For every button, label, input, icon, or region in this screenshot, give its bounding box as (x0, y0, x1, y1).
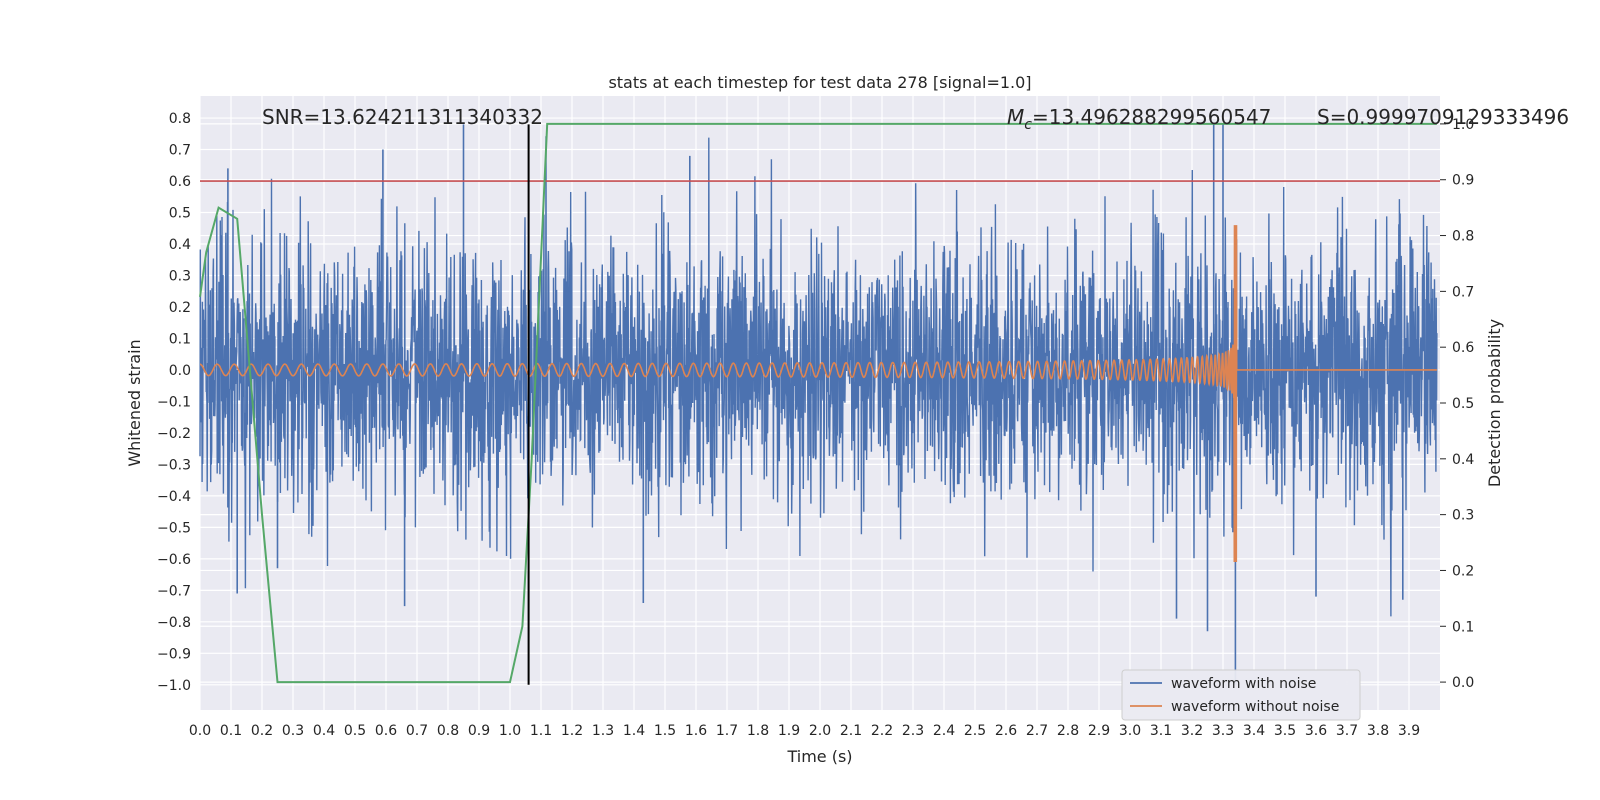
legend-box (1121, 669, 1361, 721)
legend-label-clean: waveform without noise (1171, 699, 1339, 715)
mc-value: =13.496288299560547 (1032, 105, 1271, 129)
y-tick-label: −0.6 (157, 552, 191, 568)
x-tick-label: 2.0 (809, 723, 831, 739)
x-tick-label: 3.8 (1367, 723, 1389, 739)
x-tick-label: 0.5 (344, 723, 366, 739)
series-waveform-without-noise (200, 225, 1437, 563)
y-tick-label: −0.4 (157, 489, 191, 505)
y-tick-label: −0.1 (157, 394, 191, 410)
mc-symbol: M (1007, 105, 1024, 129)
x-tick-label: 1.9 (778, 723, 800, 739)
series-detection-probability (199, 122, 1437, 684)
y2-tick-label: 0.5 (1452, 396, 1474, 412)
x-tick-label: 0.6 (375, 723, 397, 739)
x-tick-label: 2.5 (964, 723, 986, 739)
y2-tick-label: 0.1 (1452, 619, 1474, 635)
y-tick-label: 0.4 (169, 237, 191, 253)
x-tick-label: 1.6 (685, 723, 707, 739)
x-tick-label: 3.2 (1181, 723, 1203, 739)
legend-label-noise: waveform with noise (1171, 676, 1316, 692)
series-layer (199, 122, 1440, 685)
x-tick-label: 3.1 (1150, 723, 1172, 739)
s-annotation: S=0.9999709129333496 (1317, 105, 1569, 129)
y2-tick-label: 1.0 (1452, 117, 1474, 133)
y2-tick-label: 0.2 (1452, 563, 1474, 579)
x-tick-label: 3.0 (1119, 723, 1141, 739)
x-tick-label: 0.2 (251, 723, 273, 739)
y-tick-label: 0.6 (169, 174, 191, 190)
x-tick-label: 3.4 (1243, 723, 1265, 739)
x-tick-label: 0.1 (220, 723, 242, 739)
y-tick-label: 0.2 (169, 300, 191, 316)
x-tick-label: 1.8 (747, 723, 769, 739)
chart-title: stats at each timestep for test data 278… (608, 73, 1031, 92)
y-tick-label: 0.1 (169, 331, 191, 347)
y2-tick-label: 0.6 (1452, 340, 1474, 356)
x-tick-label: 3.5 (1274, 723, 1296, 739)
y2-axis-label: Detection probability (1485, 319, 1504, 487)
x-tick-label: 2.3 (902, 723, 924, 739)
x-tick-label: 2.9 (1088, 723, 1110, 739)
x-tick-label: 1.3 (592, 723, 614, 739)
series-waveform-with-noise (199, 136, 1438, 617)
y-tick-label: −0.5 (157, 520, 191, 536)
x-tick-label: 1.5 (654, 723, 676, 739)
y-tick-label: −0.8 (157, 615, 191, 631)
x-axis-label: Time (s) (786, 747, 852, 766)
y-tick-label: 0.8 (169, 111, 191, 127)
x-tick-label: 2.2 (871, 723, 893, 739)
y-tick-label: 0.5 (169, 206, 191, 222)
y2-tick-label: 0.0 (1452, 675, 1474, 691)
y2-tick-label: 0.8 (1452, 229, 1474, 245)
snr-annotation: SNR=13.624211311340332 (262, 105, 543, 129)
x-tick-label: 0.8 (437, 723, 459, 739)
y2-tick-label: 0.4 (1452, 452, 1474, 468)
y2-tick-label: 0.3 (1452, 508, 1474, 524)
x-tick-label: 1.2 (561, 723, 583, 739)
x-tick-label: 2.7 (1026, 723, 1048, 739)
x-tick-label: 3.7 (1336, 723, 1358, 739)
x-tick-label: 0.3 (282, 723, 304, 739)
x-tick-label: 1.4 (623, 723, 645, 739)
y2-tick-label: 0.7 (1452, 284, 1474, 300)
y-tick-label: 0.7 (169, 143, 191, 159)
x-tick-label: 3.9 (1398, 723, 1420, 739)
x-tick-label: 0.0 (189, 723, 211, 739)
x-tick-label: 2.8 (1057, 723, 1079, 739)
y-tick-label: −0.9 (157, 646, 191, 662)
y-axis-label: Whitened strain (125, 339, 144, 466)
y-tick-label: −0.7 (157, 583, 191, 599)
x-tick-label: 1.1 (530, 723, 552, 739)
x-tick-label: 3.6 (1305, 723, 1327, 739)
x-tick-label: 0.7 (406, 723, 428, 739)
y2-tick-label: 0.9 (1452, 173, 1474, 189)
tick-labels: 0.0 0.1 0.2 0.3 0.4 0.5 0.6 0.7 0.8 0.9 1.0 1.1 1.2 1… (157, 111, 1474, 739)
y-tick-label: 0.0 (169, 363, 191, 379)
mc-annotation: Mc=13.496288299560547 (1007, 105, 1271, 133)
x-tick-label: 2.4 (933, 723, 955, 739)
x-tick-label: 0.4 (313, 723, 335, 739)
x-tick-label: 1.0 (499, 723, 521, 739)
x-tick-label: 2.6 (995, 723, 1017, 739)
x-tick-label: 2.1 (840, 723, 862, 739)
x-tick-label: 3.3 (1212, 723, 1234, 739)
y-tick-label: −1.0 (157, 678, 191, 694)
y-tick-label: 0.3 (169, 268, 191, 284)
x-tick-label: 0.9 (468, 723, 490, 739)
mc-subscript: c (1024, 117, 1032, 133)
x-tick-label: 1.7 (716, 723, 738, 739)
y-tick-label: −0.2 (157, 426, 191, 442)
legend: waveform with noise waveform without noi… (1121, 669, 1361, 721)
y-tick-label: −0.3 (157, 457, 191, 473)
